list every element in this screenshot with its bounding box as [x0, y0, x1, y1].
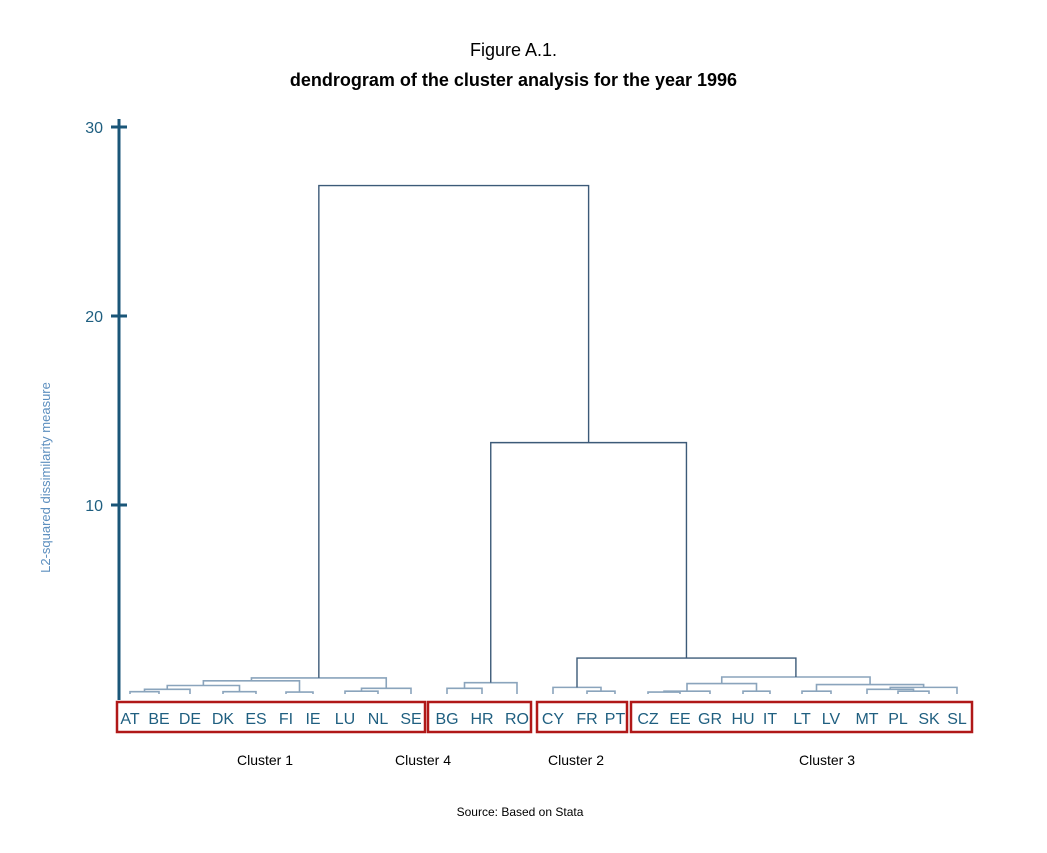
dendrogram-branch: [647, 691, 681, 694]
leaf-label: AT: [120, 711, 139, 728]
y-tick-label: 20: [85, 309, 103, 326]
leaf-label: LU: [335, 711, 355, 728]
leaf-label: FR: [576, 711, 597, 728]
y-axis-label: L2-squared dissimilarity measure: [38, 382, 53, 573]
leaf-label: BE: [148, 711, 169, 728]
cluster-box: [115, 700, 427, 734]
leaf-label: GR: [698, 711, 722, 728]
dendrogram-branch: [490, 441, 688, 683]
leaf-label: ES: [245, 711, 266, 728]
cluster-box: [426, 700, 533, 734]
leaf-label: LT: [793, 711, 811, 728]
dendrogram-branch: [129, 690, 160, 694]
dendrogram-branch: [202, 679, 301, 693]
dendrogram-branch: [446, 687, 483, 694]
cluster-label: Cluster 1: [236, 752, 294, 768]
dendrogram-branch: [586, 690, 616, 694]
leaf-label: NL: [368, 711, 389, 728]
figure-label: Figure A.1.: [469, 40, 558, 60]
cluster-label: Cluster 3: [798, 752, 856, 768]
cluster-box: [629, 700, 974, 734]
leaf-label: SE: [400, 711, 421, 728]
leaf-label: FI: [279, 711, 293, 728]
leaf-label: PT: [605, 711, 626, 728]
leaf-label: IT: [763, 711, 777, 728]
dendrogram-branch: [344, 690, 379, 694]
leaf-label: PL: [888, 711, 908, 728]
leaf-label: IE: [305, 711, 320, 728]
y-tick-label: 30: [85, 120, 103, 137]
cluster-label: Cluster 4: [394, 752, 452, 768]
dendrogram-branch: [686, 682, 758, 692]
dendrogram-branch: [318, 184, 590, 678]
leaf-label: EE: [669, 711, 690, 728]
leaf-label: HU: [731, 711, 754, 728]
leaf-label: LV: [822, 711, 841, 728]
dendrogram-branch: [285, 691, 314, 694]
leaf-label: HR: [470, 711, 493, 728]
leaf-label: RO: [505, 711, 529, 728]
dendrogram-branch: [742, 690, 771, 694]
y-tick-label: 10: [85, 498, 103, 515]
leaf-label: DK: [212, 711, 235, 728]
dendrogram-branch: [897, 690, 930, 694]
source-note: Source: Based on Stata: [456, 805, 584, 819]
dendrogram-branch: [222, 690, 257, 694]
leaf-label: CY: [542, 711, 565, 728]
leaf-label: BG: [435, 711, 458, 728]
leaf-label: CZ: [637, 711, 659, 728]
dendrogram-branch: [801, 690, 832, 694]
dendrogram-branch: [250, 677, 388, 689]
chart-title: dendrogram of the cluster analysis for t…: [289, 70, 738, 90]
leaf-label: SK: [918, 711, 940, 728]
cluster-box: [535, 700, 629, 734]
leaf-label: SL: [947, 711, 967, 728]
leaf-label: MT: [855, 711, 878, 728]
leaf-label: DE: [179, 711, 201, 728]
cluster-label: Cluster 2: [547, 752, 605, 768]
